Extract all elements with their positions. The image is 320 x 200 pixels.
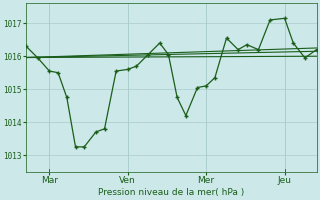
X-axis label: Pression niveau de la mer( hPa ): Pression niveau de la mer( hPa ) xyxy=(98,188,244,197)
